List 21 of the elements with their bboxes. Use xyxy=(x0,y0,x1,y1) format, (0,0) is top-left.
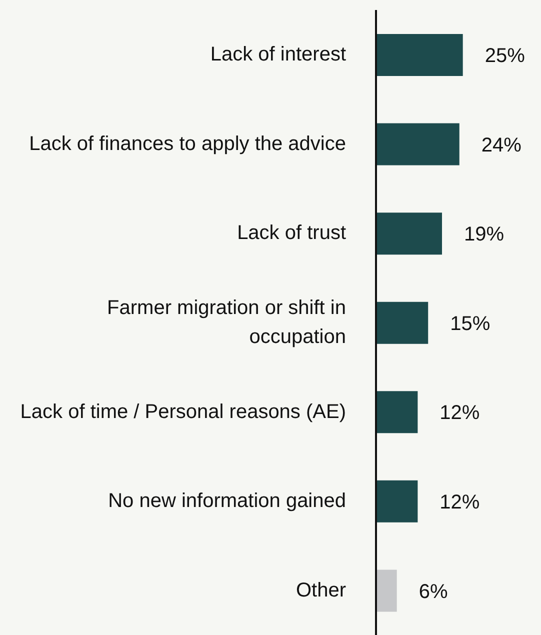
data-label: 24% xyxy=(481,134,522,156)
bar xyxy=(376,302,428,344)
y-tick-label: Lack of interest xyxy=(210,44,346,66)
data-label: 19% xyxy=(464,224,504,246)
data-label: 6% xyxy=(418,580,448,603)
y-tick-label: Farmer migration or shift in occupation xyxy=(107,297,346,348)
data-label: 12% xyxy=(440,402,480,424)
y-tick-label: Lack of time / Personal reasons (AE) xyxy=(20,400,346,423)
data-label: 25% xyxy=(484,45,526,68)
bar xyxy=(376,480,418,522)
y-tick-label: Other xyxy=(296,579,346,602)
bar xyxy=(376,391,418,434)
y-tick-label: Lack of finances to apply the advice xyxy=(29,132,346,155)
bar xyxy=(376,34,463,76)
bar xyxy=(376,570,397,612)
y-tick-label: No new information gained xyxy=(108,490,346,512)
bar xyxy=(376,123,460,166)
data-label: 15% xyxy=(450,312,490,335)
data-label: 12% xyxy=(440,492,480,514)
bar xyxy=(376,212,442,255)
y-tick-label: Lack of trust xyxy=(237,222,346,244)
